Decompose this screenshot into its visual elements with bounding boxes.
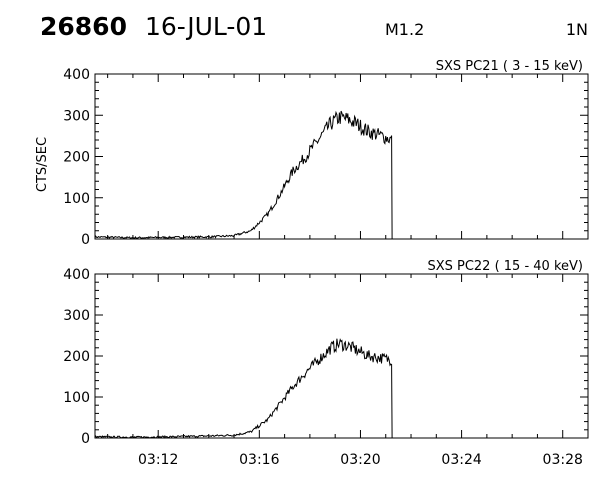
y-tick-label: 100	[63, 191, 90, 207]
event-number: 26860	[40, 12, 127, 41]
y-tick-label: 400	[63, 267, 90, 283]
y-tick-label: 300	[63, 308, 90, 324]
flare-flag: 1N	[565, 20, 588, 39]
y-tick-label: 0	[81, 431, 90, 447]
y-tick-label: 0	[81, 232, 90, 248]
plot-frame	[94, 73, 589, 240]
y-tick-label: 400	[63, 67, 90, 83]
y-tick-label: 200	[63, 349, 90, 365]
x-tick-label: 03:28	[543, 452, 583, 468]
y-tick-label: 200	[63, 150, 90, 166]
y-tick-label: 100	[63, 390, 90, 406]
goes-class: M1.2	[385, 20, 425, 39]
series-line	[94, 338, 393, 439]
x-tick-label: 03:12	[138, 452, 178, 468]
x-tick-label: 03:20	[340, 452, 380, 468]
plot-title: SXS PC21 ( 3 - 15 keV)	[436, 59, 583, 74]
y-tick-label: 300	[63, 108, 90, 124]
plot-frame	[94, 273, 589, 439]
x-tick-label: 03:16	[239, 452, 279, 468]
y-axis-label: CTS/SEC	[35, 137, 50, 192]
x-tick-label: 03:24	[441, 452, 481, 468]
event-date: 16-JUL-01	[145, 12, 268, 41]
series-line	[94, 110, 393, 240]
plot-title: SXS PC22 ( 15 - 40 keV)	[427, 259, 583, 274]
